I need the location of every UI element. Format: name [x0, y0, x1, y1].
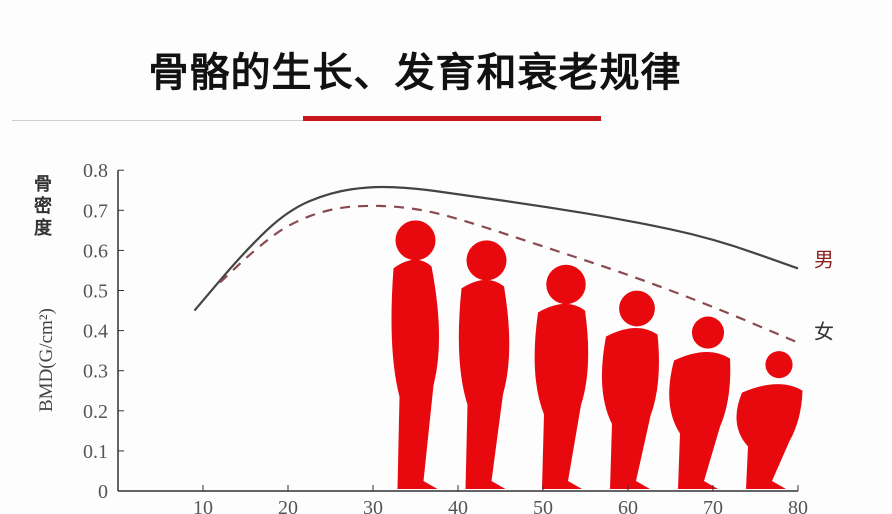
person-silhouette	[601, 290, 659, 489]
x-tick-label: 60	[618, 497, 638, 514]
person-silhouette	[736, 351, 803, 489]
y-axis-label-char: 度	[34, 217, 53, 239]
head	[691, 316, 725, 349]
body	[601, 327, 659, 489]
x-tick-label: 50	[533, 497, 553, 514]
y-axis-label-cn: 骨密度	[34, 174, 53, 239]
body	[669, 352, 731, 489]
head	[546, 264, 586, 305]
y-tick-label: 0	[98, 481, 108, 503]
body	[391, 259, 440, 489]
person-silhouette	[669, 316, 731, 489]
x-tick-label: 40	[448, 497, 468, 514]
y-tick-label: 0.1	[83, 441, 108, 463]
y-tick-label: 0.8	[83, 160, 108, 182]
x-tick-label: 20	[278, 497, 298, 514]
x-tick-label: 70	[703, 497, 723, 514]
y-axis-label-char: 密	[34, 195, 52, 217]
y-tick-label: 0.6	[83, 240, 108, 262]
person-silhouette	[458, 240, 510, 489]
body	[736, 384, 803, 489]
head	[395, 220, 436, 261]
person-silhouette	[534, 264, 589, 489]
y-axis-label: BMD(G/cm²)	[36, 308, 57, 412]
head	[765, 351, 793, 379]
body	[458, 279, 510, 489]
x-tick-label: 30	[363, 497, 383, 514]
x-tick-label: 10	[193, 497, 213, 514]
series-line-female	[219, 204, 799, 344]
series-label: 女	[814, 320, 834, 344]
y-tick-label: 0.2	[83, 401, 108, 423]
x-tick-label: 80	[788, 497, 808, 514]
page-title: 骨骼的生长、发育和衰老规律	[148, 50, 682, 96]
head	[466, 240, 507, 281]
accent-divider	[303, 116, 601, 121]
series-label: 男	[814, 247, 834, 271]
y-tick-label: 0.3	[83, 361, 108, 383]
series-line-male	[193, 185, 799, 312]
y-tick-label: 0.5	[83, 281, 108, 303]
y-tick-label: 0.4	[83, 321, 108, 343]
y-tick-label: 0.7	[83, 200, 108, 222]
y-axis-label-char: 骨	[34, 174, 52, 195]
person-silhouette	[391, 220, 440, 489]
body	[534, 303, 589, 489]
head	[619, 290, 655, 327]
